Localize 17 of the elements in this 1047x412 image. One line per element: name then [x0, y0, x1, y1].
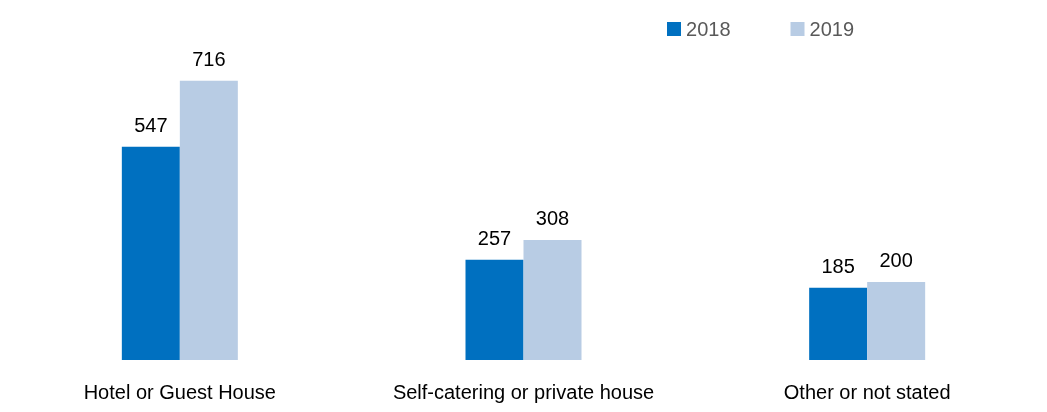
- bar: [121, 146, 180, 360]
- data-label: 308: [535, 206, 570, 229]
- bar: [179, 80, 238, 360]
- bar: [523, 239, 582, 360]
- data-label: 185: [821, 254, 855, 277]
- data-label: 257: [477, 226, 512, 249]
- legend-label: 2019: [809, 18, 855, 40]
- x-tick-label: Other or not stated: [783, 381, 951, 403]
- bar: [867, 282, 926, 360]
- x-tick-label: Self-catering or private house: [392, 381, 655, 403]
- data-label: 716: [192, 47, 226, 70]
- data-label: 200: [879, 249, 913, 271]
- bar: [809, 287, 868, 360]
- legend-label: 2018: [686, 18, 731, 40]
- bar: [465, 259, 524, 360]
- data-label: 547: [134, 113, 168, 136]
- x-tick-label: Hotel or Guest House: [83, 381, 276, 403]
